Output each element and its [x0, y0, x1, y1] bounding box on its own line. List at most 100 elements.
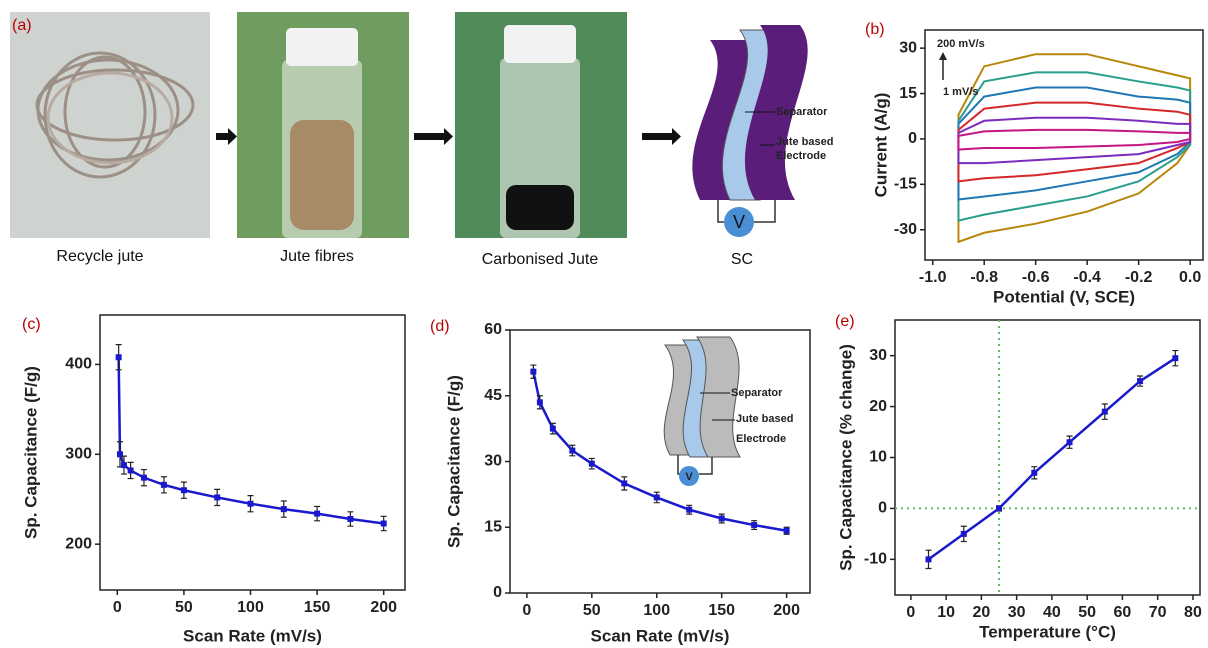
separator-label: Separator	[776, 106, 828, 118]
marker	[314, 510, 321, 517]
marker	[120, 462, 127, 469]
y-tick-label: -30	[894, 221, 917, 238]
annotation: 200 mV/s	[937, 38, 985, 50]
x-tick-label: 0	[906, 604, 915, 621]
marker	[280, 506, 287, 513]
marker	[1031, 469, 1038, 476]
x-tick-label: 50	[1078, 604, 1096, 621]
marker	[588, 460, 595, 467]
y-tick-label: 300	[65, 446, 92, 463]
panel-label: (e)	[835, 313, 855, 330]
x-tick-label: 150	[708, 602, 735, 619]
x-tick-label: -0.6	[1022, 269, 1050, 286]
y-tick-label: 0	[493, 584, 502, 601]
marker	[960, 530, 967, 537]
data-line	[927, 357, 1177, 561]
x-tick-label: -0.2	[1125, 269, 1153, 286]
marker	[621, 480, 628, 487]
electrode-label: Electrode	[776, 150, 826, 162]
y-axis-label: Sp. Capacitance (F/g)	[21, 366, 40, 539]
cv-curve	[957, 101, 1192, 183]
fibres	[290, 120, 354, 230]
marker	[530, 368, 537, 375]
y-tick-label: 15	[899, 85, 917, 102]
x-tick-label: 100	[237, 599, 264, 616]
caption: Recycle jute	[56, 248, 143, 265]
y-tick-label: -10	[864, 551, 887, 568]
panel-label: (c)	[22, 316, 41, 333]
marker	[1066, 439, 1073, 446]
cv-curve	[957, 116, 1192, 165]
panel-label: (a)	[12, 17, 32, 34]
jute-tangle	[35, 51, 195, 179]
caption: Carbonised Jute	[482, 251, 599, 268]
electrode-label: Jute based	[776, 136, 833, 148]
marker	[536, 399, 543, 406]
x-tick-label: 30	[1008, 604, 1026, 621]
x-axis-label: Potential (V, SCE)	[993, 287, 1135, 306]
x-axis-label: Scan Rate (mV/s)	[591, 626, 730, 645]
y-axis-label: Sp. Capacitance (F/g)	[444, 375, 463, 548]
marker	[160, 481, 167, 488]
marker	[247, 500, 254, 507]
y-tick-label: 15	[484, 518, 502, 535]
inset-schematic	[663, 336, 741, 486]
y-axis-label: Sp. Capacitance (% change)	[836, 344, 855, 571]
x-tick-label: 100	[643, 602, 670, 619]
x-tick-label: 20	[972, 604, 990, 621]
y-tick-label: 400	[65, 356, 92, 373]
marker	[180, 487, 187, 494]
cv-curve	[957, 128, 1192, 151]
arrows	[216, 128, 681, 145]
marker	[1172, 355, 1179, 362]
y-tick-label: 60	[484, 321, 502, 338]
plot-frame	[99, 314, 406, 591]
electrode	[696, 336, 741, 458]
marker	[1101, 408, 1108, 415]
marker	[686, 506, 693, 513]
annotation-arrow	[939, 52, 947, 60]
carbon	[506, 185, 574, 230]
plot-frame	[924, 29, 1204, 261]
caption: Jute fibres	[280, 248, 354, 265]
marker	[996, 505, 1003, 512]
y-tick-label: 200	[65, 535, 92, 552]
y-tick-label: 45	[484, 387, 502, 404]
x-tick-label: 80	[1184, 604, 1202, 621]
meter-label: V	[685, 471, 693, 483]
x-tick-label: 0	[522, 602, 531, 619]
x-tick-label: 200	[370, 599, 397, 616]
x-tick-label: 70	[1149, 604, 1167, 621]
caption: SC	[731, 251, 753, 268]
x-tick-label: 0.0	[1179, 269, 1201, 286]
x-tick-label: 50	[583, 602, 601, 619]
y-tick-label: 10	[869, 449, 887, 466]
y-tick-label: -15	[894, 176, 917, 193]
y-axis-label: Current (A/g)	[871, 93, 890, 198]
marker	[214, 494, 221, 501]
x-axis-label: Temperature (°C)	[979, 622, 1116, 641]
marker	[127, 467, 134, 474]
x-tick-label: 40	[1043, 604, 1061, 621]
x-tick-label: 200	[773, 602, 800, 619]
panel-label: (d)	[430, 318, 450, 335]
y-tick-label: 0	[908, 130, 917, 147]
marker	[925, 556, 932, 563]
plot-frame	[509, 329, 811, 594]
cv-curve	[957, 71, 1192, 222]
meter-label: V	[733, 212, 745, 232]
electrode-label: Jute based	[736, 413, 793, 425]
vial-cap	[286, 28, 358, 66]
panel-label: (b)	[865, 21, 885, 38]
y-tick-label: 30	[869, 347, 887, 364]
x-tick-label: -1.0	[919, 269, 947, 286]
marker	[116, 451, 123, 458]
data-line	[117, 357, 384, 525]
x-tick-label: 10	[937, 604, 955, 621]
meter	[679, 466, 699, 486]
sc-schematic	[692, 25, 808, 237]
x-tick-label: 150	[304, 599, 331, 616]
x-axis-label: Scan Rate (mV/s)	[183, 626, 322, 645]
separator-label: Separator	[731, 387, 783, 399]
